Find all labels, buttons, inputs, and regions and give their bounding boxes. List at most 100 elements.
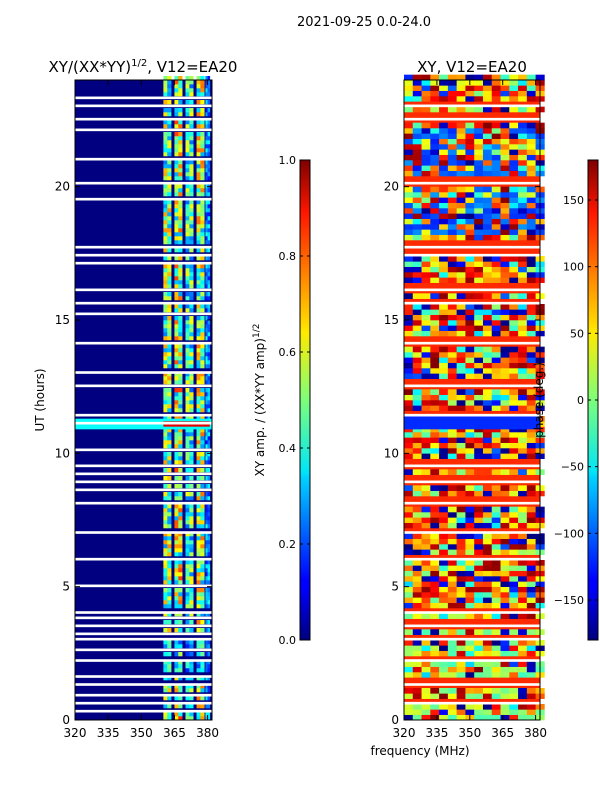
phase-cell bbox=[421, 714, 431, 721]
amplitude-cell bbox=[167, 432, 172, 437]
amplitude-cell bbox=[207, 432, 211, 437]
phase-cell bbox=[447, 74, 457, 81]
phase-cell bbox=[474, 394, 484, 401]
phase-cell bbox=[439, 645, 449, 651]
amplitude-cell bbox=[174, 372, 179, 377]
phase-cell bbox=[430, 128, 440, 134]
amplitude-cell bbox=[189, 80, 194, 85]
amplitude-cell bbox=[167, 284, 172, 289]
phase-cell bbox=[474, 570, 484, 577]
amplitude-cell bbox=[196, 176, 201, 181]
phase-cell bbox=[500, 693, 510, 699]
amplitude-cell bbox=[200, 372, 205, 377]
amplitude-cell bbox=[205, 504, 208, 509]
phase-cell bbox=[465, 704, 475, 710]
amplitude-cell bbox=[163, 468, 168, 473]
phase-cell bbox=[482, 74, 493, 81]
phase-cell bbox=[430, 506, 440, 513]
phase-cell bbox=[500, 538, 510, 545]
amplitude-cell bbox=[167, 620, 172, 625]
amplitude-cell bbox=[200, 140, 205, 145]
amplitude-cell bbox=[178, 132, 183, 137]
amplitude-cell bbox=[200, 600, 205, 605]
phase-cell bbox=[404, 432, 414, 438]
phase-cell bbox=[456, 208, 466, 214]
amplitude-cell bbox=[178, 392, 183, 397]
phase-cell bbox=[439, 544, 449, 550]
phase-cell bbox=[447, 538, 457, 545]
phase-cell bbox=[509, 405, 519, 411]
phase-cell bbox=[491, 325, 501, 331]
phase-cell bbox=[430, 672, 440, 678]
phase-cell bbox=[456, 80, 466, 86]
amplitude-cell bbox=[205, 100, 208, 105]
amplitude-cell bbox=[205, 336, 208, 341]
amplitude-cell bbox=[174, 324, 179, 329]
amplitude-panel: XY/(XX*YY)1/2, V12=EA20 320 335 350 365 3800… bbox=[33, 58, 237, 740]
amplitude-cell bbox=[189, 360, 194, 365]
phase-cell bbox=[456, 490, 466, 497]
amplitude-cell bbox=[207, 496, 211, 501]
phase-cell bbox=[518, 373, 528, 379]
amplitude-cell bbox=[196, 540, 201, 545]
phase-cell bbox=[509, 469, 519, 475]
amplitude-cell bbox=[189, 112, 194, 117]
amplitude-cell bbox=[178, 508, 183, 513]
amplitude-cell bbox=[189, 404, 194, 409]
amplitude-cell bbox=[189, 348, 194, 353]
phase-cell bbox=[526, 592, 536, 598]
phase-cell bbox=[474, 576, 484, 582]
phase-cell bbox=[491, 565, 501, 571]
phase-cell bbox=[474, 352, 484, 358]
phase-cell bbox=[439, 693, 449, 699]
amplitude-cell bbox=[185, 236, 190, 241]
phase-cell bbox=[491, 320, 501, 326]
phase-cell bbox=[491, 346, 501, 353]
amplitude-cell bbox=[200, 452, 205, 457]
phase-cell bbox=[430, 170, 440, 177]
amplitude-cell bbox=[207, 308, 211, 313]
amplitude-cell bbox=[178, 652, 183, 657]
amplitude-cell bbox=[189, 660, 194, 665]
phase-cell bbox=[526, 165, 536, 171]
amplitude-cell bbox=[178, 100, 183, 105]
phase-cell bbox=[421, 581, 431, 587]
phase-cell bbox=[509, 320, 519, 326]
phase-cell bbox=[474, 346, 484, 353]
phase-cell bbox=[421, 197, 431, 203]
amplitude-cell bbox=[178, 224, 183, 229]
flagged-row bbox=[75, 253, 212, 257]
phase-cell bbox=[430, 592, 440, 598]
phase-cell bbox=[500, 122, 510, 129]
phase-cell bbox=[509, 234, 519, 241]
phase-cell bbox=[439, 688, 449, 694]
phase-cell bbox=[421, 661, 431, 667]
phase-cell bbox=[474, 533, 484, 539]
phase-cell bbox=[430, 394, 440, 401]
amplitude-cell bbox=[185, 684, 190, 689]
amplitude-cell bbox=[200, 512, 205, 517]
phase-cell bbox=[518, 688, 528, 694]
amplitude-cell bbox=[189, 216, 194, 221]
phase-cell bbox=[404, 330, 414, 337]
amplitude-cell bbox=[174, 192, 179, 197]
phase-cell bbox=[412, 234, 422, 241]
amplitude-cell bbox=[167, 140, 172, 145]
phase-cell bbox=[447, 469, 457, 475]
phase-cell bbox=[456, 170, 466, 177]
amplitude-cell bbox=[178, 548, 183, 553]
phase-cell bbox=[456, 469, 466, 475]
phase-cell bbox=[465, 320, 475, 326]
amplitude-cell bbox=[189, 432, 194, 437]
amplitude-cell bbox=[207, 316, 211, 321]
phase-cell bbox=[430, 405, 440, 411]
phase-cell bbox=[509, 170, 519, 177]
phase-cell bbox=[456, 714, 466, 721]
amplitude-cell bbox=[185, 112, 190, 117]
y-axis-label: UT (hours) bbox=[33, 368, 47, 431]
amplitude-cell bbox=[207, 108, 211, 113]
amplitude-cell bbox=[205, 560, 208, 565]
amplitude-cell bbox=[200, 536, 205, 541]
amplitude-cell bbox=[178, 560, 183, 565]
